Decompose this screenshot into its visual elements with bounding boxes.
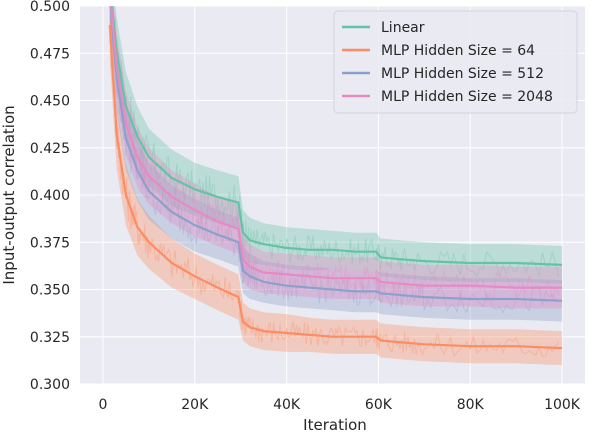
y-axis-ticks: 0.300 0.325 0.350 0.375 0.400 0.425 0.450 0.475… [30, 0, 70, 393]
y-tick-label: 0.425 [30, 141, 70, 157]
series-noise [110, 6, 560, 279]
y-tick-label: 0.350 [30, 283, 70, 299]
series-band [109, 6, 562, 322]
y-tick-label: 0.325 [30, 330, 70, 346]
y-tick-label: 0.450 [30, 94, 70, 110]
y-tick-label: 0.400 [30, 188, 70, 204]
x-tick-label: 20K [181, 397, 209, 413]
series-lines [108, 6, 563, 350]
x-axis-label: Iteration [303, 416, 367, 434]
y-tick-label: 0.500 [30, 0, 70, 15]
y-tick-label: 0.375 [30, 235, 70, 251]
series-band [109, 6, 562, 366]
legend-label: MLP Hidden Size = 64 [381, 43, 535, 59]
legend: Linear MLP Hidden Size = 64 MLP Hidden Siz… [333, 10, 578, 114]
x-axis-ticks: 0 20K 40K 60K 80K 100K [98, 397, 580, 413]
series-band [109, 6, 562, 309]
legend-label: MLP Hidden Size = 512 [381, 66, 544, 82]
legend-label: Linear [381, 20, 425, 36]
y-axis-label: Input-output correlation [0, 105, 18, 284]
legend-box [333, 10, 578, 114]
x-tick-label: 40K [273, 397, 301, 413]
series-line [109, 6, 563, 302]
x-tick-label: 100K [544, 397, 581, 413]
series-line [108, 24, 563, 350]
series-band [109, 6, 562, 284]
series-line [110, 6, 562, 289]
x-tick-label: 60K [365, 397, 393, 413]
y-tick-label: 0.300 [30, 377, 70, 393]
x-tick-label: 80K [457, 397, 485, 413]
y-tick-label: 0.475 [30, 46, 70, 62]
series-line [110, 6, 563, 266]
x-tick-label: 0 [98, 397, 107, 413]
legend-label: MLP Hidden Size = 2048 [381, 89, 553, 105]
